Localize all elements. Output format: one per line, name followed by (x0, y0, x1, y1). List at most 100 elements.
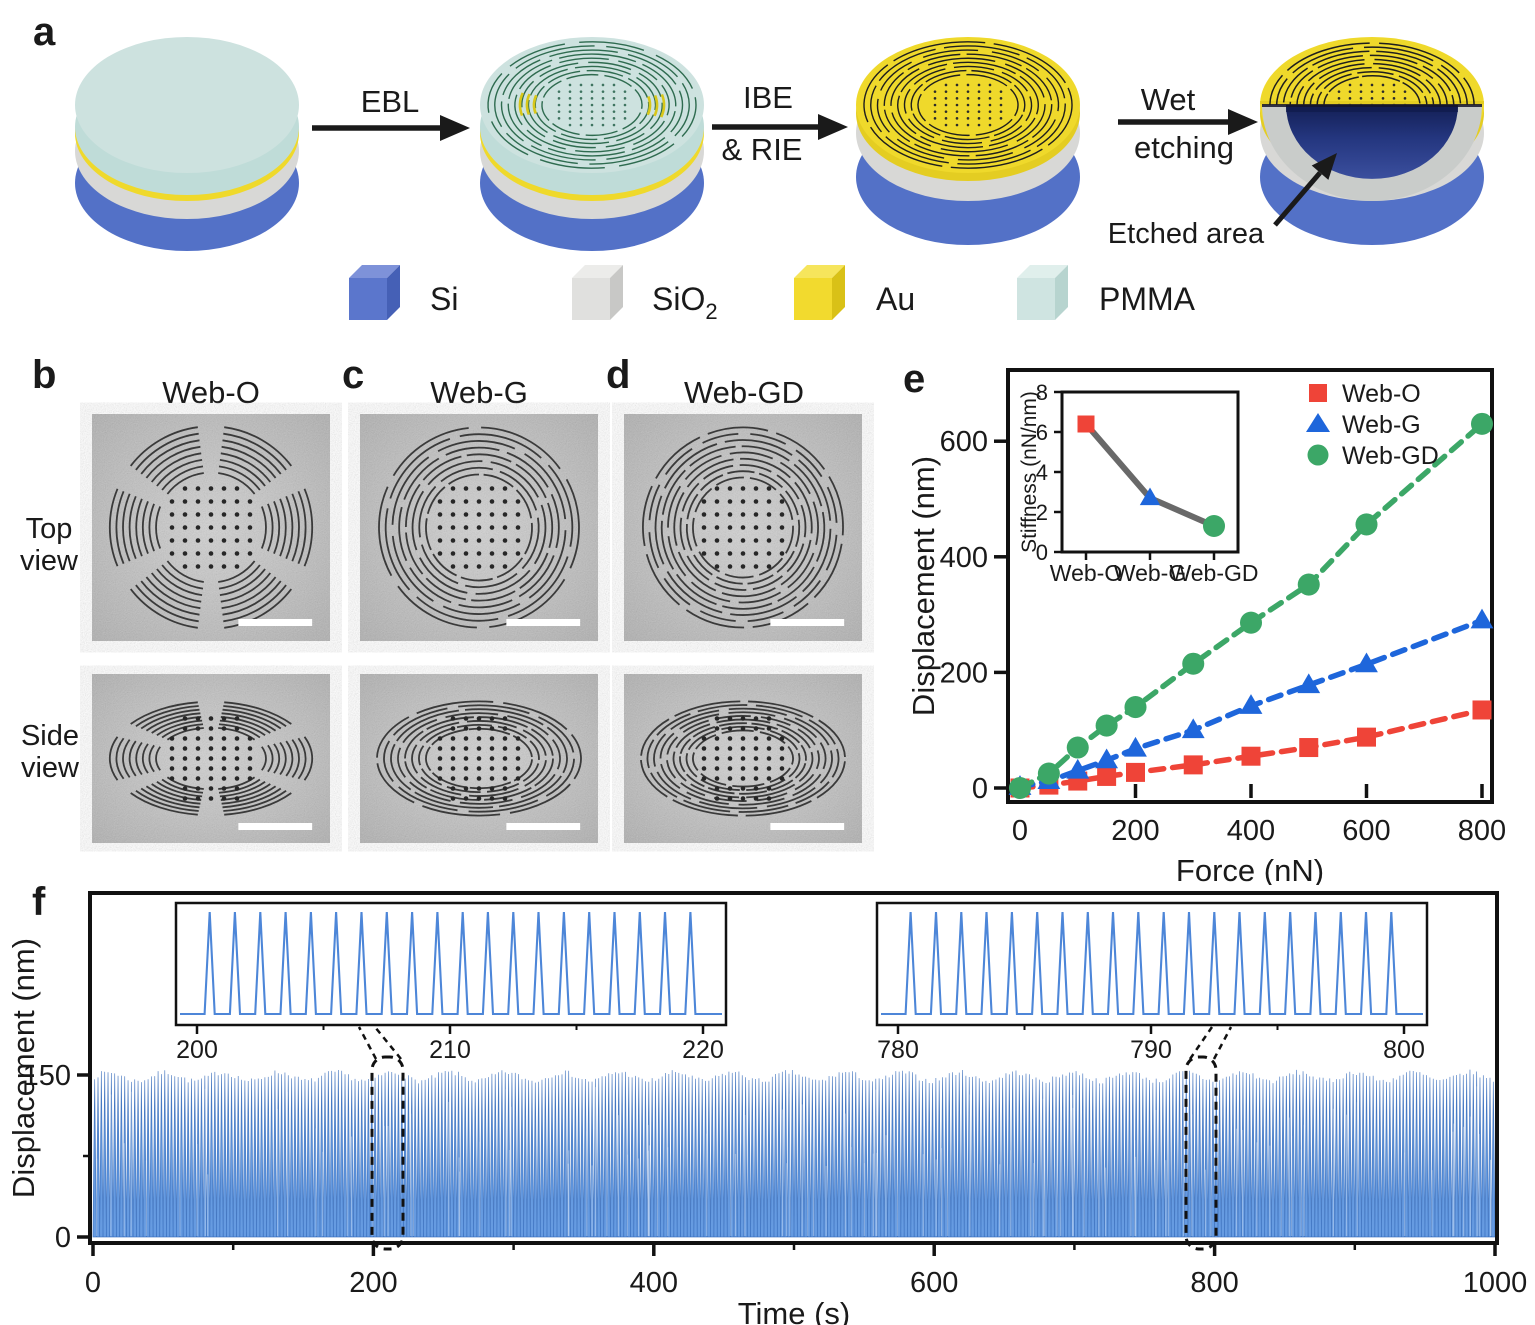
panel-d-label: d (606, 353, 630, 397)
e-y-tick-label: 200 (940, 657, 988, 689)
sem-image-web-o-side (92, 674, 330, 843)
sem-dot-grid (169, 716, 253, 801)
zoom-box-200-220 (357, 1026, 405, 1251)
series-web-gd (1008, 412, 1494, 800)
sem-dot-grid (437, 716, 521, 801)
sem-web-sectored (110, 427, 312, 628)
material-cube-au (794, 265, 845, 320)
arrow-ibe-rie (712, 114, 848, 140)
etched-area-annotation: Etched area (1108, 218, 1265, 250)
scale-bar (506, 823, 581, 830)
legend-label-pmma: PMMA (1099, 281, 1196, 317)
legend-label-si: Si (430, 281, 458, 317)
inset-x-tick-label: 200 (176, 1036, 218, 1064)
step-label-wet: Wet (1141, 82, 1196, 117)
legend-label-au: Au (876, 281, 915, 317)
sem-web-segmented (379, 428, 579, 628)
process-disks-art (75, 37, 1484, 251)
f-inset-200-220: 200 210 220 (174, 901, 728, 1064)
f-x-tick-label: 400 (630, 1267, 678, 1299)
web-pattern-black (864, 42, 1072, 168)
panel-f-label: f (32, 880, 46, 924)
panel-a-label: a (33, 10, 56, 54)
inset-y-tick-label: 0 (1036, 540, 1048, 565)
panel-b-label: b (32, 353, 56, 397)
inset-cat-web-o: Web-O (1050, 560, 1122, 586)
legend-label-web-gd: Web-GD (1342, 442, 1439, 470)
panel-a: a EBL IBE & RIE Wet etching Etched area … (33, 10, 1484, 324)
disk-au (856, 37, 1080, 245)
row-label-side-2: view (21, 752, 80, 784)
disk-pmma (75, 37, 299, 251)
e-x-tick-label: 200 (1111, 815, 1159, 847)
stiffness-inset-chart: 0 2 4 6 8 (1036, 380, 1240, 565)
legend-label-web-o: Web-O (1342, 380, 1421, 408)
panel-d-title: Web-GD (684, 375, 804, 410)
web-pattern (1270, 43, 1474, 167)
disk-ebl-dots (557, 83, 627, 127)
e-legend: Web-O Web-G Web-GD (1306, 380, 1439, 470)
step-label-ebl: EBL (361, 84, 420, 119)
scale-bar (238, 619, 313, 626)
inset-y-tick-label: 2 (1036, 500, 1048, 525)
scale-bar (770, 619, 845, 626)
spike-train (92, 1069, 1495, 1238)
e-x-tick-label: 800 (1458, 815, 1506, 847)
panel-c-title: Web-G (430, 375, 528, 410)
panel-e: e 0 200 400 600 800 0 200 400 600 Displacement (… (903, 357, 1506, 885)
panel-b-title: Web-O (162, 375, 260, 410)
arrow-wet-etching (1118, 109, 1258, 135)
sem-dot-grid (701, 716, 785, 801)
step-label-rie: & RIE (722, 132, 803, 167)
legend-marker-web-o (1309, 384, 1327, 402)
sem-image-web-gd-side (624, 674, 862, 843)
inset-x-tick-label: 210 (429, 1036, 471, 1064)
sem-images (92, 414, 862, 843)
material-cube-pmma (1017, 265, 1068, 320)
f-y-tick-label: 150 (23, 1060, 71, 1092)
web-pattern-etched (1270, 43, 1474, 167)
sem-web-sectored (110, 702, 312, 814)
material-cube-sio (572, 265, 623, 320)
legend-marker-web-gd (1307, 444, 1329, 466)
sem-dot-grid (701, 486, 785, 569)
f-y-axis-label: Displacement (nm) (6, 938, 41, 1198)
web-yellow-arcs (520, 93, 664, 117)
e-x-tick-label: 400 (1227, 815, 1275, 847)
inset-x-tick-label: 220 (682, 1036, 724, 1064)
panel-c-label: c (342, 353, 364, 397)
f-x-tick-label: 800 (1190, 1267, 1238, 1299)
arrow-ebl (312, 115, 470, 141)
inset-y-axis-label: Stiffness (nN/nm) (1018, 391, 1041, 553)
f-y-tick-label: 0 (55, 1222, 71, 1254)
f-x-tick-label: 0 (85, 1267, 101, 1299)
f-x-axis-label: Time (s) (738, 1296, 851, 1325)
legend-label-sio2: SiO2 (652, 281, 718, 324)
inset-y-tick-label: 4 (1036, 460, 1048, 485)
inset-x-tick-label: 780 (877, 1036, 919, 1064)
f-x-tick-label: 600 (910, 1267, 958, 1299)
e-x-axis-label: Force (nN) (1176, 853, 1324, 885)
inset-cat-web-gd: Web-GD (1169, 560, 1258, 586)
inset-y-tick-label: 6 (1036, 420, 1048, 445)
legend-label-web-g: Web-G (1342, 411, 1421, 439)
dot-grid (1337, 83, 1407, 105)
arrow-etched-area (1273, 153, 1337, 227)
disk-au-dots (933, 83, 1003, 127)
inset-x-tick-label: 800 (1383, 1036, 1425, 1064)
sem-image-web-o-top (92, 414, 330, 641)
series-web-g (1008, 608, 1494, 795)
inset-y-tick-label: 8 (1036, 380, 1048, 405)
sem-web-segmented (643, 428, 843, 628)
sem-dot-grid (169, 486, 253, 569)
row-label-side-1: Side (21, 720, 79, 752)
force-displacement-chart: 0 200 400 600 800 0 200 400 600 (940, 368, 1506, 847)
row-label-top-1: Top (26, 513, 73, 545)
scale-bar (238, 823, 313, 830)
f-x-tick-label: 200 (349, 1267, 397, 1299)
material-cube-si (349, 265, 400, 320)
e-x-tick-label: 600 (1342, 815, 1390, 847)
material-legend-cubes (349, 265, 1068, 320)
e-y-tick-label: 600 (940, 426, 988, 458)
sem-image-web-gd-top (624, 414, 862, 641)
